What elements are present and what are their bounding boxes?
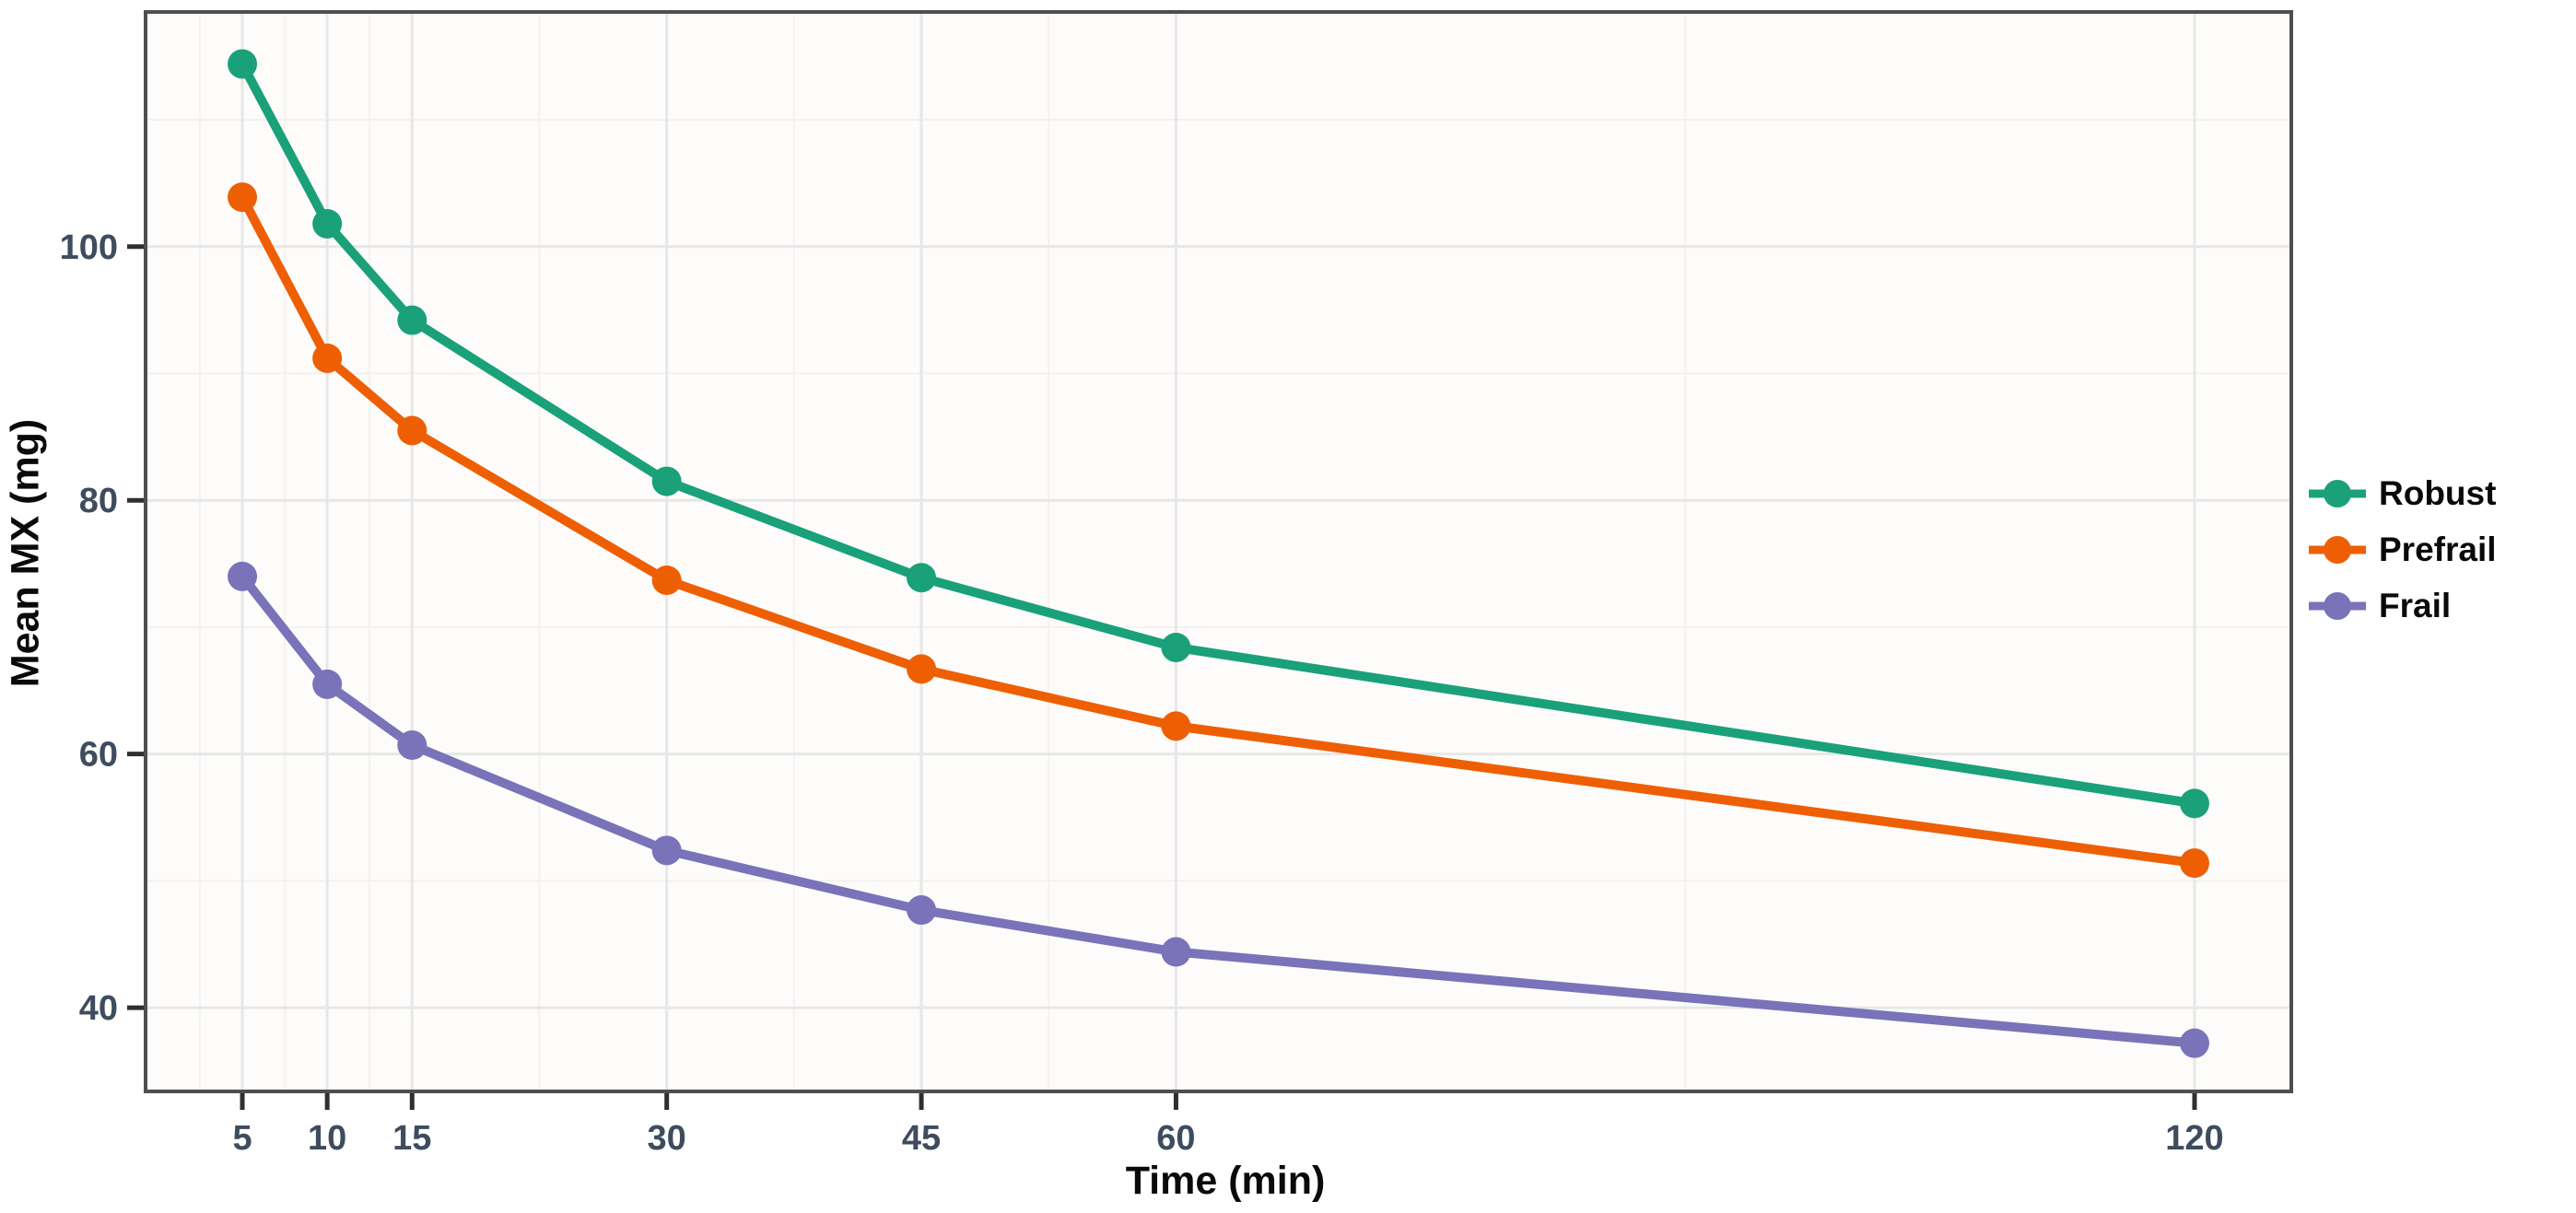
y-tick-label: 60: [79, 736, 118, 775]
data-point-prefrail-t120: [2179, 848, 2209, 879]
panel-border: [144, 10, 2293, 1093]
y-tick-label: 100: [60, 228, 118, 267]
x-axis-title: Time (min): [1125, 1159, 1326, 1203]
data-point-prefrail-t10: [312, 343, 343, 373]
legend-item-frail: Frail: [2305, 577, 2497, 634]
x-tick-labels: 5 10 15 30 45 60 120: [232, 1119, 2223, 1158]
minor-gridlines: [146, 12, 2291, 1091]
data-point-prefrail-t45: [907, 654, 937, 684]
data-point-frail-t120: [2179, 1028, 2209, 1058]
data-point-robust-t5: [228, 49, 258, 79]
data-point-frail-t30: [651, 835, 682, 866]
data-point-prefrail-t30: [651, 565, 682, 595]
data-point-robust-t10: [312, 208, 343, 239]
data-point-prefrail-t15: [397, 415, 427, 446]
legend-item-prefrail: Prefrail: [2305, 521, 2497, 577]
data-point-robust-t60: [1161, 632, 1191, 662]
y-tick-labels: 40 60 80 100: [60, 228, 118, 1028]
x-tick-label: 30: [648, 1119, 686, 1158]
x-tick-label: 5: [232, 1119, 252, 1158]
legend-label: Frail: [2379, 586, 2452, 624]
legend-item-robust: Robust: [2305, 465, 2497, 521]
data-points: [228, 49, 2209, 1058]
legend: Robust Prefrail Frail: [2305, 465, 2497, 634]
legend-key-dot: [2324, 479, 2351, 507]
x-tick-label: 120: [2165, 1119, 2223, 1158]
y-axis-title: Mean MX (mg): [3, 418, 48, 688]
legend-key-icon: [2309, 535, 2366, 564]
panel-border-rect: [144, 10, 2293, 1093]
y-tick-label: 40: [79, 989, 118, 1028]
legend-key-icon: [2309, 591, 2366, 620]
y-tick-label: 80: [79, 482, 118, 520]
x-tick-label: 45: [902, 1119, 941, 1158]
data-point-prefrail-t5: [228, 182, 258, 213]
data-point-prefrail-t60: [1161, 711, 1191, 741]
data-point-frail-t60: [1161, 937, 1191, 967]
legend-key-dot: [2324, 535, 2351, 564]
legend-label: Robust: [2379, 473, 2497, 512]
x-tick-label: 15: [392, 1119, 431, 1158]
data-point-robust-t45: [907, 563, 937, 593]
data-point-robust-t15: [397, 305, 427, 335]
legend-key-icon: [2309, 479, 2366, 507]
data-point-frail-t5: [228, 561, 258, 591]
axis-ticks: [127, 244, 2197, 1110]
legend-key-dot: [2324, 591, 2351, 620]
data-point-frail-t15: [397, 730, 427, 761]
data-point-robust-t30: [651, 466, 682, 496]
plot-panel: [146, 12, 2291, 1091]
legend-label: Prefrail: [2379, 530, 2497, 568]
panel-background: [146, 12, 2291, 1091]
data-point-frail-t10: [312, 669, 343, 699]
data-point-frail-t45: [907, 895, 937, 926]
data-point-robust-t120: [2179, 788, 2209, 819]
x-tick-label: 10: [308, 1119, 346, 1158]
x-tick-label: 60: [1156, 1119, 1195, 1158]
